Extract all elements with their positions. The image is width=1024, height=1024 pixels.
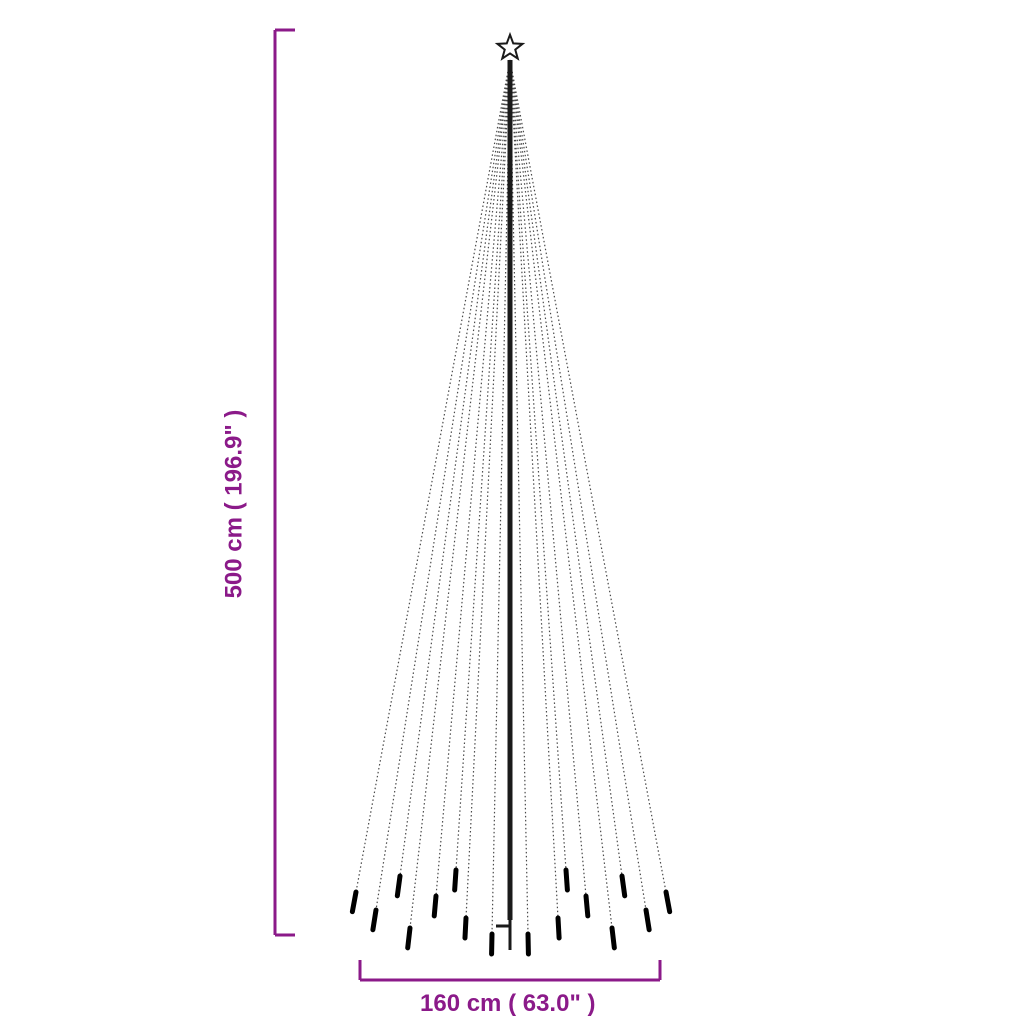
light-strand xyxy=(510,60,622,876)
star-topper-icon xyxy=(497,35,522,59)
light-strand xyxy=(510,60,558,918)
light-strand xyxy=(510,60,646,910)
light-strand xyxy=(510,60,612,928)
light-strand xyxy=(410,60,510,928)
width-dimension-label: 160 cm ( 63.0" ) xyxy=(420,990,595,1018)
light-strand xyxy=(510,60,586,896)
light-strand xyxy=(400,60,510,876)
ground-stake xyxy=(622,876,625,896)
ground-stake xyxy=(373,910,376,930)
diagram-svg xyxy=(0,0,1024,1024)
light-strand xyxy=(436,60,510,896)
light-strand xyxy=(492,60,510,934)
ground-stake xyxy=(612,928,614,948)
light-strand xyxy=(356,60,510,892)
ground-stake xyxy=(434,896,436,916)
light-strand xyxy=(466,60,510,918)
light-strand xyxy=(510,60,528,934)
ground-stake xyxy=(408,928,410,948)
dimension-diagram: 500 cm ( 196.9" ) 160 cm ( 63.0" ) xyxy=(0,0,1024,1024)
ground-stake xyxy=(646,910,649,930)
ground-stake xyxy=(352,892,356,912)
ground-stake xyxy=(666,892,670,912)
ground-stake xyxy=(465,918,466,938)
ground-stake xyxy=(558,918,559,938)
ground-stake xyxy=(566,870,567,890)
ground-stake xyxy=(455,870,456,890)
height-dimension-label: 500 cm ( 196.9" ) xyxy=(220,410,248,599)
light-strand xyxy=(376,60,510,910)
ground-stake xyxy=(586,896,588,916)
ground-stake xyxy=(397,876,400,896)
